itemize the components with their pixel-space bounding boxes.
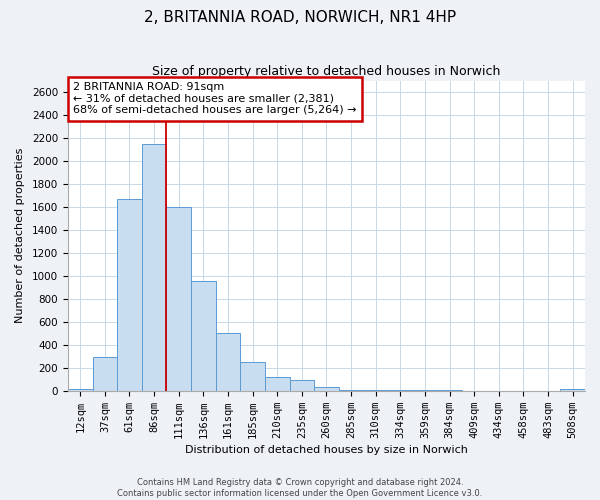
Bar xyxy=(560,388,585,391)
Bar xyxy=(364,390,388,391)
Bar xyxy=(215,333,240,391)
Text: Contains HM Land Registry data © Crown copyright and database right 2024.
Contai: Contains HM Land Registry data © Crown c… xyxy=(118,478,482,498)
Bar xyxy=(339,390,364,391)
Bar xyxy=(92,357,117,391)
Bar xyxy=(413,390,437,391)
Y-axis label: Number of detached properties: Number of detached properties xyxy=(15,148,25,324)
Title: Size of property relative to detached houses in Norwich: Size of property relative to detached ho… xyxy=(152,65,500,78)
Bar xyxy=(117,199,142,391)
Bar xyxy=(142,144,166,391)
Bar xyxy=(240,362,265,391)
Bar xyxy=(68,388,92,391)
Bar xyxy=(290,380,314,391)
Bar xyxy=(191,280,215,391)
Bar xyxy=(388,390,413,391)
Text: 2 BRITANNIA ROAD: 91sqm
← 31% of detached houses are smaller (2,381)
68% of semi: 2 BRITANNIA ROAD: 91sqm ← 31% of detache… xyxy=(73,82,356,116)
Bar xyxy=(437,390,462,391)
X-axis label: Distribution of detached houses by size in Norwich: Distribution of detached houses by size … xyxy=(185,445,468,455)
Bar xyxy=(166,207,191,391)
Text: 2, BRITANNIA ROAD, NORWICH, NR1 4HP: 2, BRITANNIA ROAD, NORWICH, NR1 4HP xyxy=(144,10,456,25)
Bar xyxy=(265,377,290,391)
Bar xyxy=(314,387,339,391)
